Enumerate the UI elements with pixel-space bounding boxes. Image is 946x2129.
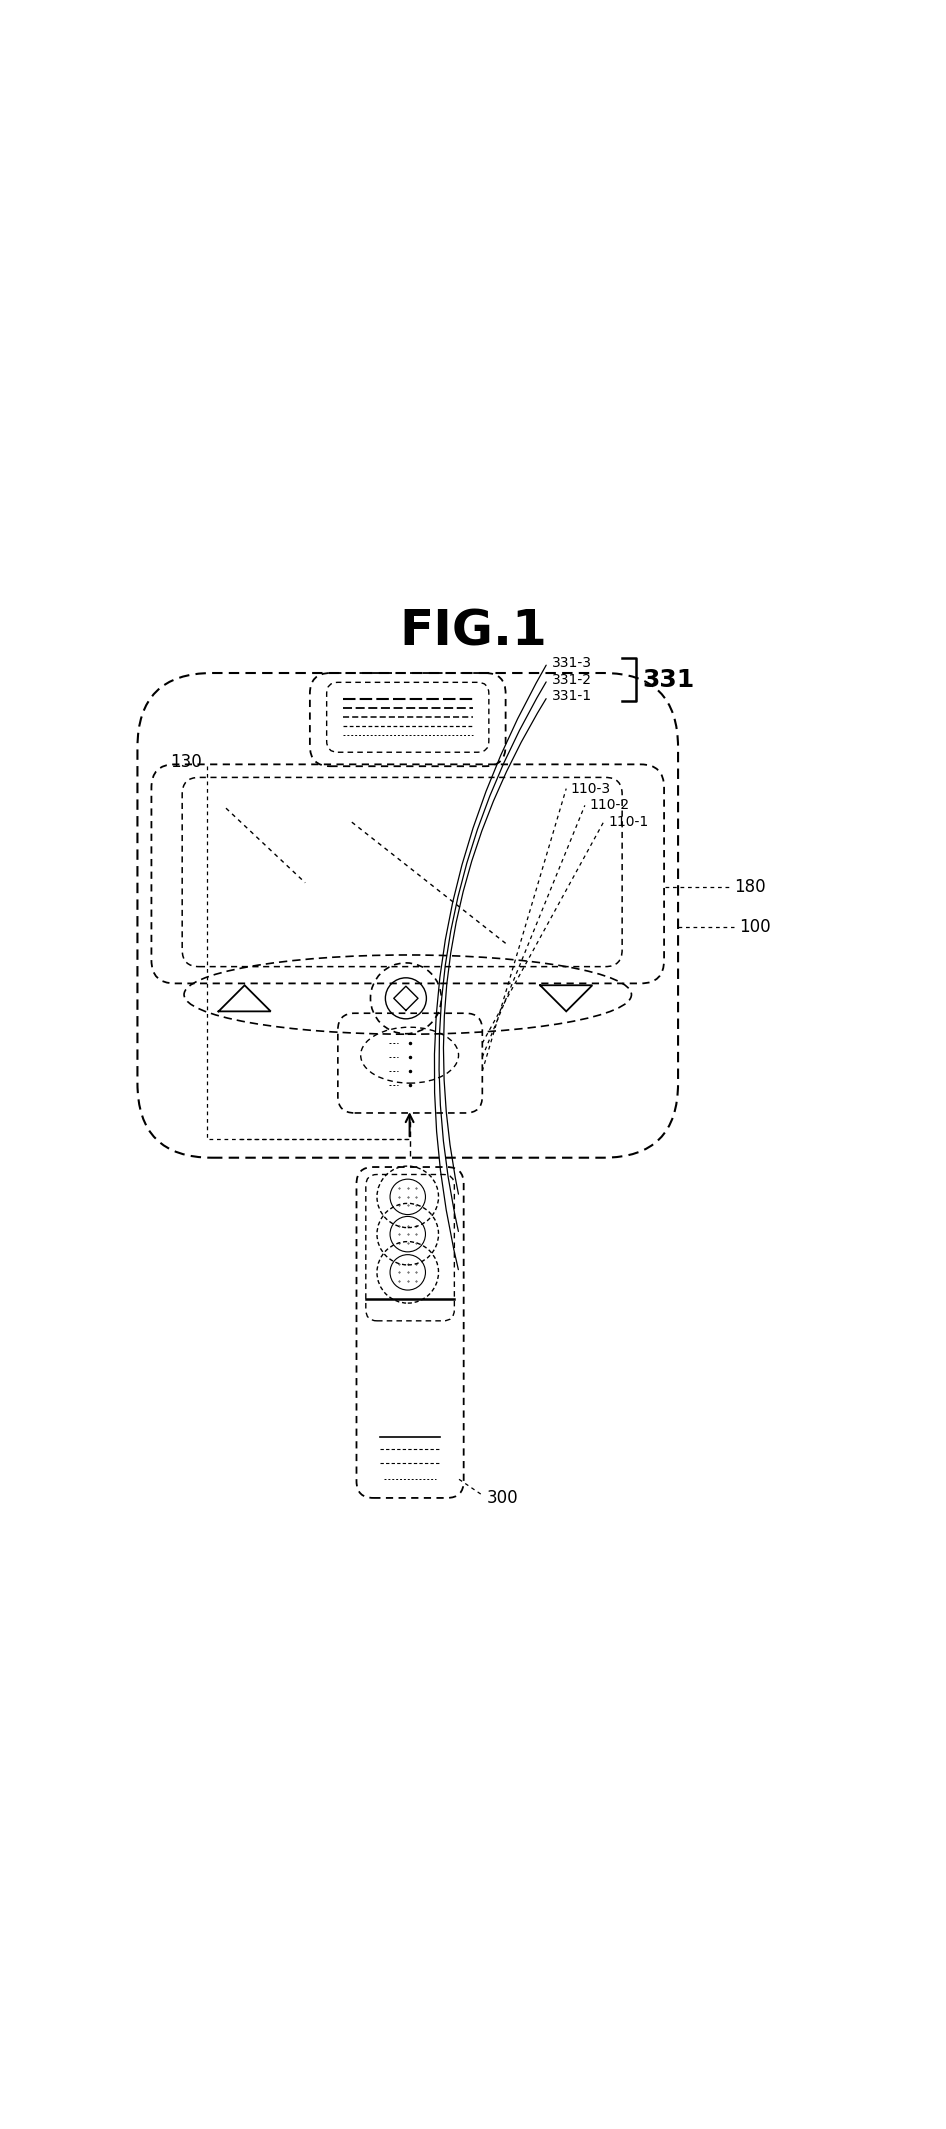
Text: 331-3: 331-3 bbox=[552, 656, 592, 671]
Text: 100: 100 bbox=[739, 918, 770, 935]
Text: 110-2: 110-2 bbox=[589, 798, 630, 813]
Text: 130: 130 bbox=[170, 752, 201, 771]
Text: FIG.1: FIG.1 bbox=[399, 607, 547, 656]
Text: 331-1: 331-1 bbox=[552, 690, 592, 703]
Text: 110-3: 110-3 bbox=[570, 781, 611, 796]
Text: 110-1: 110-1 bbox=[608, 815, 648, 828]
Text: 331: 331 bbox=[642, 669, 695, 692]
Text: 300: 300 bbox=[487, 1488, 518, 1507]
Text: 180: 180 bbox=[734, 879, 765, 896]
Text: 331-2: 331-2 bbox=[552, 673, 592, 686]
